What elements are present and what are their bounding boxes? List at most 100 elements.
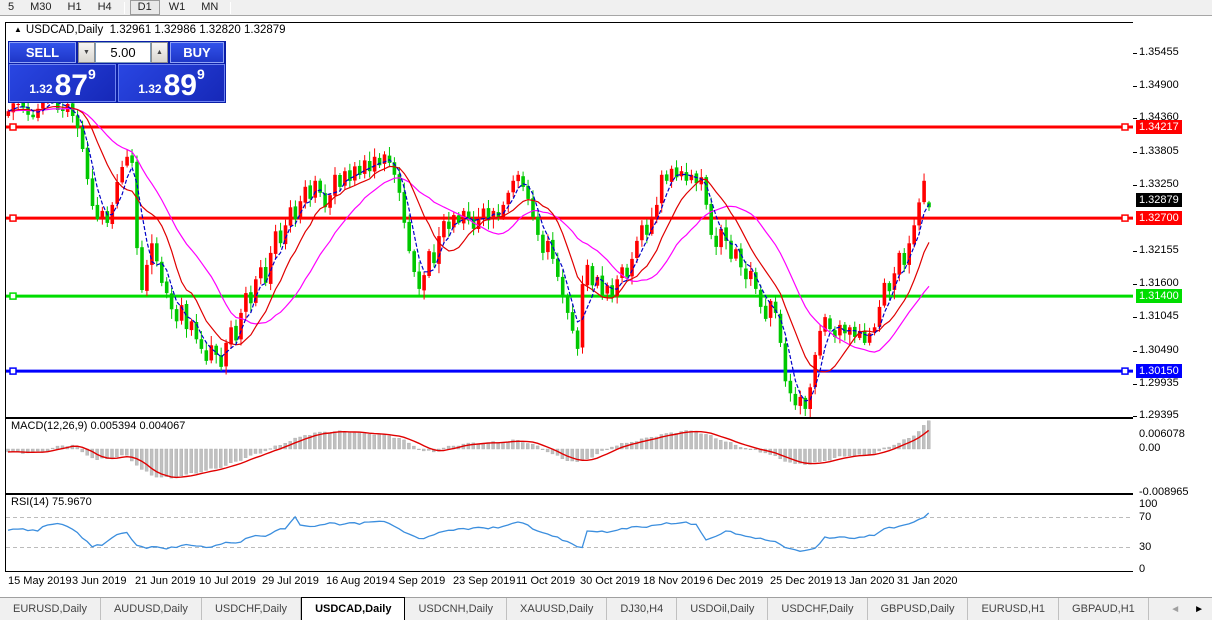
buy-price-sup: 9 xyxy=(196,66,205,82)
rsi-axis-tick: 100 xyxy=(1139,498,1158,510)
tab-scroll-right-icon[interactable]: ► xyxy=(1194,603,1204,615)
ohlc-low: 1.32820 xyxy=(199,24,241,36)
timeframe-h4-button[interactable]: H4 xyxy=(97,1,112,13)
rsi-panel-canvas[interactable] xyxy=(5,494,1134,572)
tab-dj30-h4[interactable]: DJ30,H4 xyxy=(607,598,678,620)
date-label: 10 Jul 2019 xyxy=(199,575,256,587)
date-label: 4 Sep 2019 xyxy=(389,575,446,587)
tab-gbpusd-daily[interactable]: GBPUSD,Daily xyxy=(868,598,969,620)
price-tick: 1.31600 xyxy=(1139,277,1179,289)
date-label: 21 Jun 2019 xyxy=(135,575,196,587)
date-label: 15 May 2019 xyxy=(8,575,72,587)
price-tick: 1.32155 xyxy=(1139,244,1179,256)
sell-button[interactable]: SELL xyxy=(9,42,76,63)
price-tick: 1.31045 xyxy=(1139,310,1179,322)
macd-axis-tick: 0.00 xyxy=(1139,442,1161,454)
macd-main-value: 0.005394 xyxy=(90,420,137,432)
timeframe-m30-button[interactable]: M30 xyxy=(30,1,52,13)
date-label: 3 Jun 2019 xyxy=(72,575,127,587)
price-tick: 1.30490 xyxy=(1139,344,1179,356)
tab-eurusd-h1[interactable]: EURUSD,H1 xyxy=(968,598,1060,620)
price-tick: 1.29395 xyxy=(1139,409,1179,421)
timeframe-5-button[interactable]: 5 xyxy=(8,1,15,13)
sell-price-small: 1.32 xyxy=(29,82,53,96)
tab-usdchf-daily[interactable]: USDCHF,Daily xyxy=(202,598,302,620)
date-label: 31 Jan 2020 xyxy=(897,575,958,587)
macd-axis-tick: -0.008965 xyxy=(1139,486,1189,498)
timeframe-mn-button[interactable]: MN xyxy=(201,1,219,13)
macd-label: MACD(12,26,9) 0.005394 0.004067 xyxy=(11,420,186,432)
rsi-value: 75.9670 xyxy=(51,496,92,508)
toolbar-separator xyxy=(123,1,125,14)
sell-price-quote[interactable]: 1.32 87 9 xyxy=(9,64,116,102)
chart-title: ▲ USDCAD,Daily 1.32961 1.32986 1.32820 1.… xyxy=(14,24,286,36)
price-axis[interactable]: 1.35455 1.34900 1.34360 1.33805 1.33250 1.321… xyxy=(1133,16,1212,575)
macd-axis-tick: 0.006078 xyxy=(1139,428,1185,440)
volume-increase-icon[interactable]: ▲ xyxy=(151,42,168,63)
chart-symbol-label: USDCAD,Daily xyxy=(25,24,104,36)
level-price-badge: 1.32700 xyxy=(1136,211,1182,225)
current-price-badge: 1.32879 xyxy=(1136,193,1182,207)
ohlc-high: 1.32986 xyxy=(154,24,196,36)
price-tick: 1.34900 xyxy=(1139,79,1179,91)
tab-xauusd-daily[interactable]: XAUUSD,Daily xyxy=(507,598,608,620)
price-tick: 1.33250 xyxy=(1139,178,1179,190)
rsi-axis-tick: 70 xyxy=(1139,511,1152,523)
timeframe-d1-button[interactable]: D1 xyxy=(129,0,160,15)
rsi-axis-tick: 30 xyxy=(1139,541,1152,553)
macd-signal-line xyxy=(7,429,930,479)
buy-price-big: 89 xyxy=(163,69,197,102)
volume-decrease-icon[interactable]: ▼ xyxy=(78,42,95,63)
rsi-axis-tick: 0 xyxy=(1139,563,1146,575)
macd-signal-value: 0.004067 xyxy=(139,420,186,432)
date-label: 25 Dec 2019 xyxy=(770,575,833,587)
tab-scroll-arrows: ◄ ► xyxy=(1170,598,1204,620)
date-label: 6 Dec 2019 xyxy=(707,575,764,587)
date-label: 23 Sep 2019 xyxy=(453,575,516,587)
toolbar-separator xyxy=(230,1,232,14)
level-price-badge: 1.31400 xyxy=(1136,289,1182,303)
date-label: 29 Jul 2019 xyxy=(262,575,319,587)
tab-eurusd-daily[interactable]: EURUSD,Daily xyxy=(0,598,101,620)
ohlc-open: 1.32961 xyxy=(109,24,152,36)
buy-price-quote[interactable]: 1.32 89 9 xyxy=(118,64,225,102)
date-label: 30 Oct 2019 xyxy=(580,575,640,587)
ma-mid-line xyxy=(8,105,930,373)
price-chart-canvas[interactable] xyxy=(5,22,1134,418)
candles-layer xyxy=(6,89,931,418)
date-label: 11 Oct 2019 xyxy=(516,575,576,587)
ma-slow-line xyxy=(8,107,930,353)
date-label: 18 Nov 2019 xyxy=(643,575,706,587)
rsi-line xyxy=(7,512,930,552)
buy-button[interactable]: BUY xyxy=(170,42,224,63)
tab-usdoil-daily[interactable]: USDOil,Daily xyxy=(677,598,769,620)
macd-panel-canvas[interactable] xyxy=(5,418,1134,494)
ohlc-close: 1.32879 xyxy=(243,24,286,36)
level-price-badge: 1.34217 xyxy=(1136,120,1182,134)
sell-price-sup: 9 xyxy=(87,66,96,82)
timeframe-w1-button[interactable]: W1 xyxy=(168,1,186,13)
chart-collapse-icon[interactable]: ▲ xyxy=(14,25,22,34)
buy-price-small: 1.32 xyxy=(138,82,162,96)
rsi-label: RSI(14) 75.9670 xyxy=(11,496,92,508)
tab-scroll-left-icon[interactable]: ◄ xyxy=(1170,603,1181,615)
one-click-trade-panel: SELL ▼ 5.00 ▲ BUY 1.32 87 9 1.32 89 9 xyxy=(8,41,226,103)
price-tick: 1.29935 xyxy=(1139,377,1179,389)
sell-price-big: 87 xyxy=(54,69,88,102)
timeframe-toolbar: 5 M30 H1 H4 D1 W1 MN xyxy=(0,0,1212,16)
tab-gbpaud-h1[interactable]: GBPAUD,H1 xyxy=(1059,598,1149,620)
level-price-badge: 1.30150 xyxy=(1136,364,1182,378)
volume-input[interactable]: 5.00 xyxy=(95,42,151,63)
tab-usdcnh-daily[interactable]: USDCNH,Daily xyxy=(405,598,508,620)
ma-fast-line xyxy=(8,101,930,402)
date-label: 16 Aug 2019 xyxy=(326,575,388,587)
price-tick: 1.35455 xyxy=(1139,46,1179,58)
tab-audusd-daily[interactable]: AUDUSD,Daily xyxy=(101,598,202,620)
date-axis[interactable]: 15 May 2019 3 Jun 2019 21 Jun 2019 10 Jul 2… xyxy=(5,573,1133,591)
tab-usdcad-daily[interactable]: USDCAD,Daily xyxy=(301,597,406,620)
price-tick: 1.33805 xyxy=(1139,145,1179,157)
timeframe-h1-button[interactable]: H1 xyxy=(67,1,82,13)
tab-usdchf-daily[interactable]: USDCHF,Daily xyxy=(768,598,868,620)
symbol-tab-bar: EURUSD,Daily AUDUSD,Daily USDCHF,Daily USDC… xyxy=(0,597,1212,620)
